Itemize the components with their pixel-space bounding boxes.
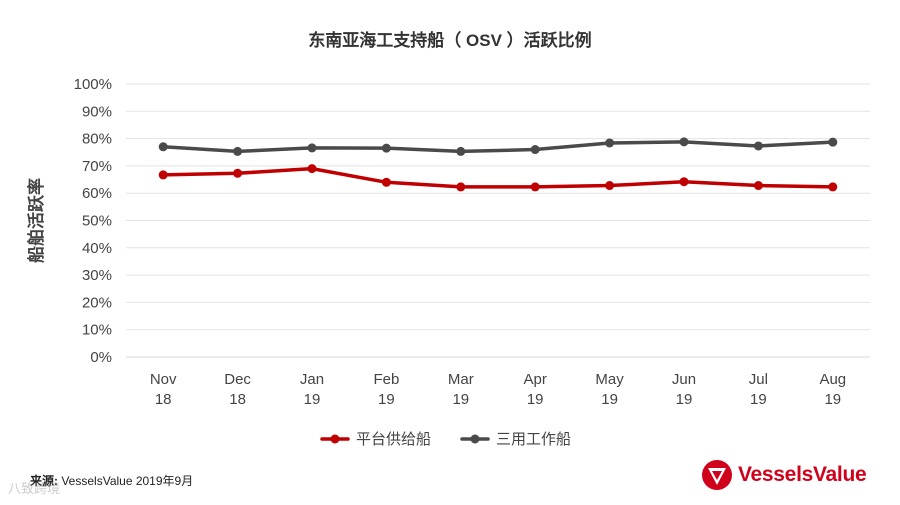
x-tick-label: Apr 19	[524, 371, 547, 408]
y-tick-label: 70%	[82, 158, 112, 175]
y-tick-label: 80%	[82, 131, 112, 148]
legend-label: 平台供给船	[356, 431, 431, 448]
watermark: 八致跨境	[8, 481, 61, 496]
series-1-point	[753, 181, 763, 191]
x-tick-label: Feb 19	[373, 371, 399, 408]
logo-text: VesselsValue	[738, 463, 867, 486]
series-2-point	[307, 143, 317, 153]
series-2-point	[233, 146, 243, 156]
x-tick-label: Jun 19	[672, 371, 696, 408]
x-tick-label: Jan 19	[300, 371, 324, 408]
series-2-line	[161, 140, 835, 154]
x-tick-label: May 19	[595, 371, 624, 408]
series-1-point	[456, 182, 466, 192]
x-tick-label: Dec 18	[224, 371, 251, 408]
series-2-point	[530, 145, 540, 155]
series-2-point	[456, 146, 466, 156]
legend-marker	[330, 434, 340, 444]
series-1-point	[605, 181, 615, 191]
vesselsvalue-logo-icon	[702, 460, 732, 490]
source-text: VesselsValue 2019年9月	[61, 474, 194, 488]
y-tick-label: 60%	[82, 185, 112, 202]
y-tick-label: 50%	[82, 213, 112, 230]
series-1-point	[158, 170, 168, 180]
legend-marker	[470, 434, 480, 444]
x-tick-label: Nov 18	[150, 371, 177, 408]
series-1-point	[679, 177, 689, 187]
source-note: 来源: VesselsValue 2019年9月	[30, 472, 193, 489]
chart-title: 东南亚海工支持船（ OSV ）活跃比例	[308, 30, 591, 50]
series-1-point	[233, 168, 243, 178]
x-tick-label: Mar 19	[448, 371, 474, 408]
y-axis-label: 船舶活跃率	[26, 178, 46, 263]
y-tick-label: 90%	[82, 103, 112, 120]
y-tick-label: 40%	[82, 240, 112, 257]
y-tick-label: 100%	[74, 76, 112, 93]
y-tick-label: 0%	[90, 349, 112, 366]
series-1-point	[381, 177, 391, 187]
series-2-point	[158, 142, 168, 152]
series-2-point	[605, 138, 615, 148]
vesselsvalue-logo: VesselsValue	[702, 458, 877, 492]
series-1-point	[307, 164, 317, 174]
legend-label: 三用工作船	[496, 431, 571, 448]
series-1-point	[828, 182, 838, 192]
series-2-point	[679, 137, 689, 147]
y-tick-label: 10%	[82, 322, 112, 339]
series-2-point	[753, 141, 763, 151]
series-2-point	[381, 143, 391, 153]
y-tick-label: 20%	[82, 294, 112, 311]
series-1-line	[161, 166, 835, 189]
source-label: 来源:	[30, 474, 58, 488]
x-tick-label: Jul 19	[749, 371, 768, 408]
x-tick-label: Aug 19	[819, 371, 846, 408]
series-1-point	[530, 182, 540, 192]
y-tick-label: 30%	[82, 267, 112, 284]
series-2-point	[828, 137, 838, 147]
